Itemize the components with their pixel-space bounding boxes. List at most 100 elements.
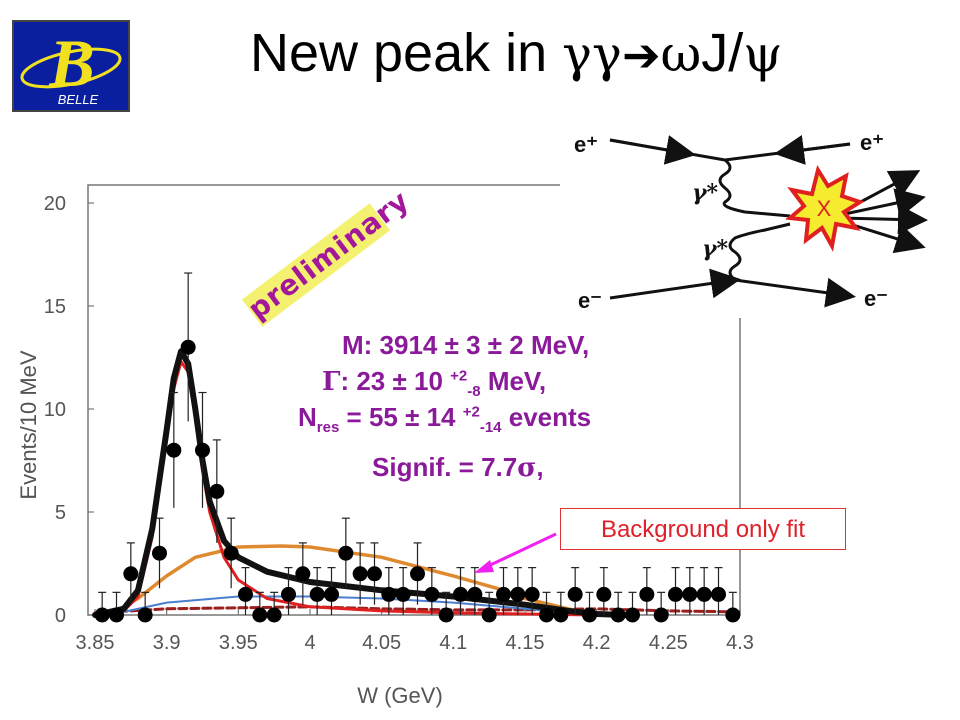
result-width-unit: MeV, <box>480 366 547 396</box>
data-point <box>324 586 339 602</box>
x-tick-label: 4.3 <box>726 632 754 654</box>
y-tick-label: 5 <box>55 502 66 524</box>
data-point <box>109 607 124 623</box>
y-tick-label: 15 <box>44 296 66 318</box>
data-point <box>266 607 282 623</box>
data-point <box>524 586 540 602</box>
data-point <box>295 566 311 582</box>
result-mass-text: M: 3914 ± 3 ± 2 MeV, <box>342 330 590 360</box>
photon-bottom-line <box>728 222 791 282</box>
background-only-fit-curve <box>107 544 599 617</box>
gamma-top-label: γ* <box>692 180 719 206</box>
x-tick-label: 3.9 <box>153 632 181 654</box>
data-point <box>123 566 139 582</box>
y-axis-label: Events/10 MeV <box>16 350 41 500</box>
result-nres-sub: res <box>316 419 340 437</box>
result-signif-sigma: σ <box>517 453 537 483</box>
result-signif: Signif. = 7.7σ, <box>372 452 544 483</box>
data-point <box>438 607 454 623</box>
x-burst <box>785 164 865 252</box>
background-component-curve <box>108 595 598 616</box>
x-axis-label: W (GeV) <box>357 683 443 708</box>
data-point <box>496 586 511 602</box>
data-point <box>281 586 296 602</box>
e-minus-in-line <box>609 268 741 300</box>
x-tick-label: 3.85 <box>76 632 115 654</box>
data-point <box>180 339 196 355</box>
x-tick-label: 4.05 <box>362 632 401 654</box>
data-point <box>338 545 354 561</box>
background-only-label: Background only fit <box>560 508 846 550</box>
title-gamma-gamma: γγ <box>562 25 622 83</box>
data-point <box>582 607 597 623</box>
result-nres-main: = 55 ± 14 <box>339 402 463 432</box>
data-point <box>152 545 167 561</box>
data-point <box>381 586 397 602</box>
x-tick-label: 4.25 <box>649 632 688 654</box>
y-tick-label: 10 <box>44 399 66 421</box>
data-point <box>539 607 554 623</box>
result-width-sub: -8 <box>467 383 481 401</box>
data-point <box>367 566 382 582</box>
data-point <box>238 586 253 602</box>
logo-letter: B <box>48 25 94 101</box>
result-mass: M: 3914 ± 3 ± 2 MeV, <box>342 330 589 361</box>
data-point <box>252 607 268 623</box>
belle-logo: B BELLE <box>12 20 130 112</box>
data-point <box>94 607 110 623</box>
data-point <box>137 607 153 623</box>
result-nres: Nres = 55 ± 14 +2-14 events <box>298 402 591 436</box>
result-width-sup: +2 <box>450 367 468 385</box>
data-point <box>610 607 626 623</box>
e-minus-out-line <box>734 277 856 308</box>
data-point <box>510 586 526 602</box>
data-point <box>209 483 225 499</box>
data-point <box>682 586 698 602</box>
total-fit-curve <box>92 348 629 618</box>
plot-frame <box>87 184 741 616</box>
data-point <box>223 545 239 561</box>
data-point <box>653 607 669 623</box>
data-point <box>711 586 726 602</box>
e-plus-left-label: e⁺ <box>574 132 598 157</box>
title-psi: ψ <box>743 25 783 83</box>
data-point <box>424 586 440 602</box>
result-nres-sup: +2 <box>462 403 480 421</box>
data-point <box>639 586 655 602</box>
sideband-curve <box>93 605 742 615</box>
data-point <box>166 442 182 458</box>
title-j: J/ <box>701 23 744 83</box>
result-width-gamma: Γ <box>322 367 341 397</box>
e-minus-left-label: e⁻ <box>578 288 602 313</box>
result-width: Γ: 23 ± 10 +2-8 MeV, <box>322 366 546 400</box>
x-tick-label: 4 <box>304 632 315 654</box>
logo-text: BELLE <box>58 92 99 107</box>
data-point <box>625 607 640 623</box>
data-point <box>352 566 368 582</box>
gamma-bottom-label: γ* <box>702 236 729 262</box>
e-plus-right-label: e⁺ <box>860 130 884 155</box>
title-arrow: ➔ <box>621 29 661 81</box>
title-omega: ω <box>660 25 702 83</box>
pointer-arrowhead <box>474 560 494 573</box>
pointer-arrow <box>483 532 557 570</box>
data-point <box>453 586 468 602</box>
result-signif-tail: , <box>536 452 544 482</box>
data-point <box>553 607 569 623</box>
x-tick-label: 4.15 <box>506 632 545 654</box>
data-point <box>467 586 483 602</box>
data-point <box>195 442 210 458</box>
data-point <box>410 566 425 582</box>
photon-top-line <box>718 158 791 218</box>
x-tick-label: 4.1 <box>439 632 467 654</box>
y-tick-label: 20 <box>44 193 66 215</box>
result-nres-tail: events <box>501 402 592 432</box>
result-signif-main: Signif. = 7.7 <box>372 452 518 482</box>
data-point <box>309 586 325 602</box>
x-tick-label: 4.2 <box>583 632 611 654</box>
result-width-main: : 23 ± 10 <box>340 366 451 396</box>
data-point <box>696 586 712 602</box>
x-tick-label: 3.95 <box>219 632 258 654</box>
data-point <box>395 586 411 602</box>
